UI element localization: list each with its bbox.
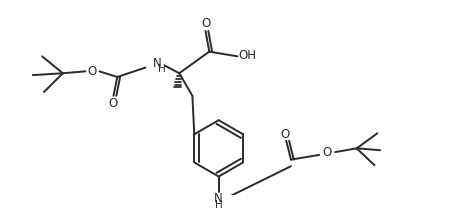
Text: OH: OH [239, 49, 257, 62]
Text: N: N [214, 192, 223, 205]
Text: H: H [215, 200, 223, 208]
Text: O: O [202, 17, 211, 30]
Text: O: O [322, 146, 331, 159]
Text: N: N [153, 57, 162, 70]
Text: O: O [87, 65, 97, 78]
Text: O: O [281, 128, 290, 141]
Text: O: O [108, 97, 117, 110]
Text: H: H [158, 64, 165, 74]
